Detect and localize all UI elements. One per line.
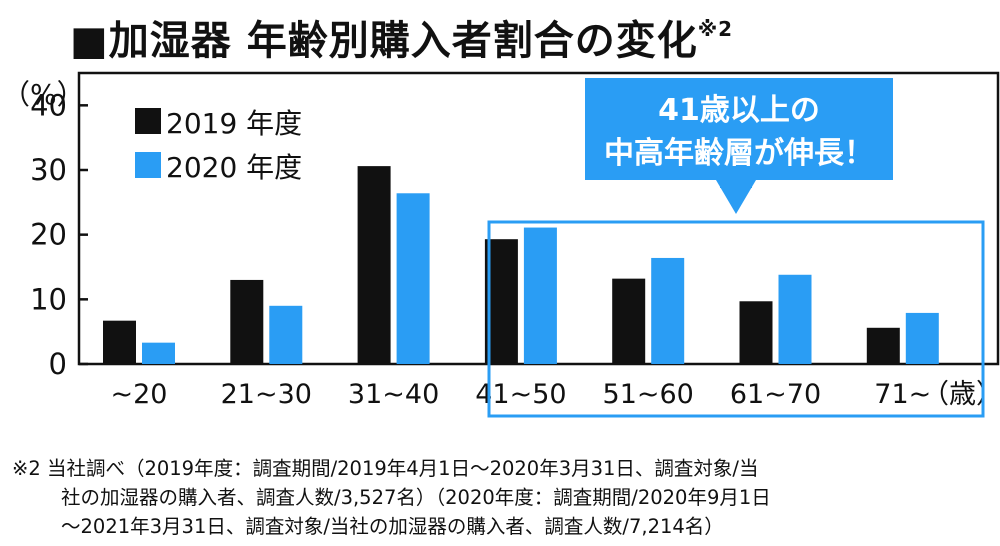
chart-title: ■加湿器 年齢別購入者割合の変化※2 [70, 8, 733, 66]
bar-2019-0 [103, 320, 136, 364]
footnote-line-2: 社の加湿器の購入者、調査人数/3,527名）（2020年度：調査期間/2020年… [61, 486, 771, 509]
footnote: ※2 当社調べ（2019年度：調査期間/2019年4月1日～2020年3月31日… [12, 454, 997, 541]
callout-text-2: 中高年齢層が伸長！ [604, 136, 874, 171]
x-tick-label: 71~ [874, 379, 931, 410]
legend-label-1: 2020 年度 [166, 151, 302, 184]
y-tick-label: 30 [30, 153, 67, 187]
footnote-line-3: ～2021年3月31日、調査対象/当社の加湿器の購入者、調査人数/7,214名） [61, 515, 724, 538]
bar-2020-5 [778, 274, 812, 364]
x-tick-label: 61~70 [730, 379, 821, 410]
y-tick-label: 0 [49, 347, 67, 381]
bar-2020-2 [396, 193, 430, 364]
bar-2020-1 [269, 305, 303, 364]
x-tick-label: 31~40 [348, 379, 439, 410]
callout-text-1: 41歳以上の [658, 93, 820, 128]
y-axis-unit: （%） [2, 78, 85, 111]
x-tick-label: 21~30 [221, 379, 312, 410]
bar-2019-5 [739, 301, 773, 364]
y-tick-label: 10 [30, 282, 67, 316]
bar-2019-4 [612, 278, 646, 364]
x-tick-label: ~20 [111, 379, 168, 410]
bar-2019-2 [357, 166, 391, 364]
title-footnote-mark: ※2 [697, 17, 734, 41]
bar-2019-6 [866, 327, 900, 364]
x-axis-unit: （歳） [922, 379, 1000, 410]
bar-2020-6 [905, 312, 939, 364]
callout-box [585, 78, 893, 180]
chart-bars [103, 166, 939, 364]
bar-2020-3 [523, 227, 557, 364]
legend-label-0: 2019 年度 [166, 107, 302, 140]
footnote-line-1: ※2 当社調べ（2019年度：調査期間/2019年4月1日～2020年3月31日… [12, 457, 759, 480]
chart-title-text: ■加湿器 年齢別購入者割合の変化 [70, 18, 698, 64]
chart-legend: 2019 年度 2020 年度 [135, 107, 302, 184]
bar-2019-1 [230, 279, 264, 364]
highlight-box [487, 220, 985, 418]
bar-2020-4 [651, 257, 685, 364]
callout-arrow-stem [720, 180, 752, 188]
callout-arrow [716, 180, 756, 214]
bar-2020-0 [142, 342, 175, 364]
x-tick-label: 51~60 [603, 379, 694, 410]
y-tick-label: 40 [30, 88, 67, 122]
legend-swatch-1 [135, 152, 161, 178]
y-tick-label: 20 [30, 218, 67, 252]
legend-swatch-0 [135, 108, 161, 134]
